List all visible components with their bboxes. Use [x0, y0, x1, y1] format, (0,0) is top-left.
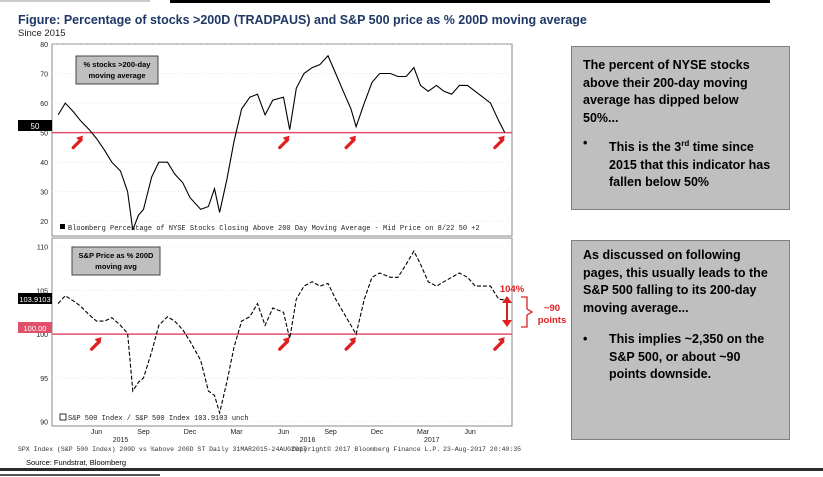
top-panel-label-line2: moving average [88, 71, 145, 80]
bottom-rule [0, 468, 823, 471]
bottom-rule-short [0, 474, 160, 476]
annot-gap-arrowhead-up [502, 296, 512, 303]
y-tick-label: 60 [40, 101, 48, 108]
figure-title: Figure: Percentage of stocks >200D (TRAD… [18, 13, 587, 27]
x-tick-label: Sep [137, 429, 150, 436]
y-tick-label: 70 [40, 72, 48, 79]
top-panel-label-box [75, 55, 159, 85]
pointer-arrows [71, 135, 505, 351]
bullet-dot: • [583, 136, 588, 150]
pointer-arrow [71, 135, 84, 150]
note-box-stocks-lead: The percent of NYSE stocks above their 2… [583, 58, 750, 125]
x-year-label: 2015 [113, 437, 129, 444]
top-current-value-box [18, 120, 52, 131]
bloomberg-footer-left: SPX Index (S&P 500 Index) 200D vs %above… [18, 446, 307, 453]
x-year-label: 2016 [300, 437, 316, 444]
annot-104-label: 104% [500, 284, 525, 295]
y-tick-label: 50 [40, 131, 48, 138]
x-year-label: 2017 [424, 437, 440, 444]
bottom-panel-label-line1: S&P Price as % 200D [79, 251, 154, 260]
bullet-post-text: time since 2015 that this indicator has … [609, 140, 771, 190]
bottom-series-line [57, 249, 505, 416]
pointer-arrow [278, 337, 290, 351]
pointer-arrow [344, 337, 357, 351]
bottom-ref-value-marker: 100.00 [18, 322, 52, 333]
bloomberg-footer-right: 23-Aug-2017 20:40:35 [443, 446, 522, 453]
y-tick-label: 100 [36, 332, 48, 339]
bottom-panel-label-box [71, 246, 161, 276]
y-tick-label: 20 [40, 219, 48, 226]
pointer-arrow [493, 135, 505, 150]
note-box-sp500-bullet: • This implies ~2,350 on the S&P 500, or… [583, 331, 777, 384]
bottom-current-value-marker: 103.9103 [18, 293, 52, 304]
annot-90-line1: ~90 [544, 303, 560, 314]
note-box-stocks: The percent of NYSE stocks above their 2… [571, 46, 790, 210]
x-tick-label: Dec [184, 429, 197, 436]
note-box-sp500: As discussed on following pages, this us… [571, 240, 790, 440]
annot-gap-arrowhead-down [502, 320, 512, 327]
bullet-superscript: rd [681, 139, 690, 148]
source-note: Source: Fundstrat, Bloomberg [26, 458, 127, 467]
annot-90-line2: points [538, 315, 567, 326]
top-series-line [57, 54, 506, 231]
pointer-arrow [344, 135, 357, 150]
bullet-pre-text: This is the 3 [609, 140, 682, 155]
bottom-ref-value-text: 100.00 [24, 324, 47, 333]
y-tick-label: 90 [40, 420, 48, 427]
x-tick-label: Mar [417, 429, 430, 436]
bottom-y-axis: 105 100 95 90 110 [36, 245, 48, 427]
y-tick-label: 105 [36, 288, 48, 295]
bullet-dot: • [583, 332, 588, 346]
x-tick-label: Sep [324, 429, 337, 436]
bottom-current-value-box [18, 293, 52, 304]
top-legend-swatch [60, 224, 65, 229]
top-current-value-marker: 50 [18, 120, 52, 131]
top-edge-rule [0, 0, 150, 2]
pointer-arrow [278, 135, 290, 150]
note-box-stocks-bullet: • This is the 3rd time since 2015 that t… [583, 135, 777, 192]
bottom-panel-label-line2: moving avg [95, 262, 137, 271]
y-tick-label: 95 [40, 376, 48, 383]
note-box-stocks-bullet-text: This is the 3rd time since 2015 that thi… [609, 135, 777, 192]
bottom-legend-swatch [59, 413, 67, 421]
x-tick-label: Mar [230, 429, 243, 436]
top-panel-frame [51, 43, 513, 237]
y-tick-label: 40 [40, 160, 48, 167]
top-panel-label-line1: % stocks >200-day [84, 60, 152, 69]
bloomberg-footer-mid: Copyright© 2017 Bloomberg Finance L.P. [292, 446, 441, 453]
top-current-value-text: 50 [31, 122, 40, 131]
x-tick-label: Jun [464, 429, 475, 436]
bottom-current-value-text: 103.9103 [19, 295, 50, 304]
figure-subtitle: Since 2015 [18, 28, 66, 39]
y-tick-label: 110 [37, 245, 48, 252]
bottom-ref-value-box [18, 322, 52, 333]
x-tick-label: Jun [278, 429, 289, 436]
top-rule [170, 0, 770, 3]
top-y-axis: 80 70 60 50 40 30 20 [40, 42, 48, 226]
bottom-legend-text: S&P 500 Index / S&P 500 Index 103.9103 u… [68, 415, 249, 423]
annot-bracket [521, 296, 534, 328]
x-axis: Jun Sep Dec Mar Jun Sep Dec Mar Jun 2015 2016 2017 [91, 429, 476, 444]
x-tick-label: Jun [91, 429, 102, 436]
y-tick-label: 30 [40, 190, 48, 197]
x-tick-label: Dec [371, 429, 384, 436]
pointer-arrow [89, 337, 102, 351]
y-tick-label: 80 [40, 42, 48, 49]
note-box-sp500-lead: As discussed on following pages, this us… [583, 248, 768, 315]
top-legend-text: Bloomberg Percentage of NYSE Stocks Clos… [68, 225, 480, 233]
note-box-sp500-bullet-text: This implies ~2,350 on the S&P 500, or a… [609, 332, 765, 381]
pointer-arrow [493, 337, 505, 351]
